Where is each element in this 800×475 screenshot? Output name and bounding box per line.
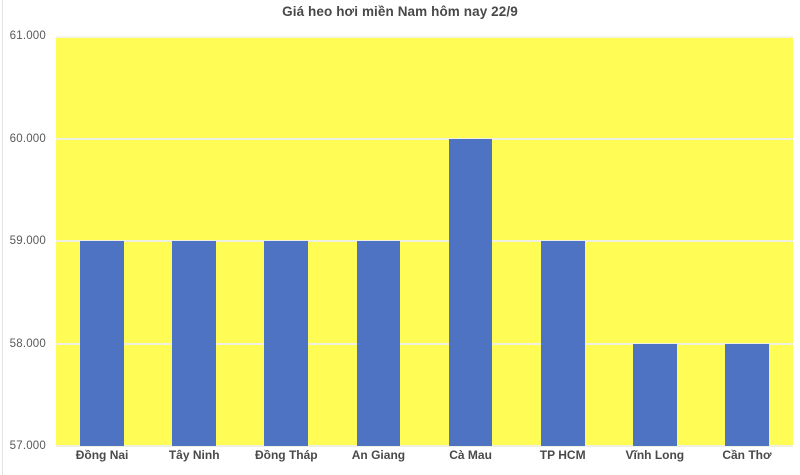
bar-cần-thơ[interactable]	[725, 343, 769, 446]
y-axis-tick-label: 60.000	[9, 132, 46, 145]
bar-tp-hcm[interactable]	[540, 241, 585, 446]
x-axis-tick-label: Cần Thơ	[722, 448, 772, 462]
x-axis-tick-label: Tây Ninh	[168, 448, 220, 462]
x-axis: Đồng Nai Tây Ninh Đồng Tháp An Giang Cà Mau T…	[56, 448, 793, 472]
gridline	[56, 36, 793, 38]
bar-đồng-nai[interactable]	[80, 241, 124, 446]
chart-title: Giá heo hơi miền Nam hôm nay 22/9	[282, 4, 518, 19]
gridline	[56, 343, 793, 345]
bar-cà-mau[interactable]	[448, 138, 493, 446]
gridline	[56, 240, 793, 242]
y-axis-tick-label: 61.000	[9, 30, 46, 42]
sheet-cell-border	[2, 0, 3, 475]
bar-an-giang[interactable]	[356, 241, 401, 446]
bar-tây-ninh[interactable]	[172, 241, 217, 446]
y-axis-tick-label: 57.000	[9, 440, 46, 452]
plot-area	[56, 36, 793, 447]
x-axis-tick-label: An Giang	[351, 448, 406, 462]
y-axis-tick-label: 59.000	[9, 235, 46, 247]
gridline	[56, 445, 793, 447]
gridline	[56, 138, 793, 140]
y-axis: 57.000 58.000 59.000 60.000 61.000	[0, 30, 50, 452]
x-axis-tick-label: Cà Mau	[449, 448, 492, 462]
x-axis-tick-label: Đồng Tháp	[254, 448, 318, 462]
x-axis-tick-label: TP HCM	[539, 448, 586, 462]
x-axis-tick-label: Vĩnh Long	[625, 448, 685, 462]
bar-vĩnh-long[interactable]	[632, 343, 677, 446]
bar-đồng-tháp[interactable]	[264, 241, 309, 446]
y-axis-tick-label: 58.000	[9, 337, 46, 350]
x-axis-tick-label: Đồng Nai	[75, 448, 129, 462]
